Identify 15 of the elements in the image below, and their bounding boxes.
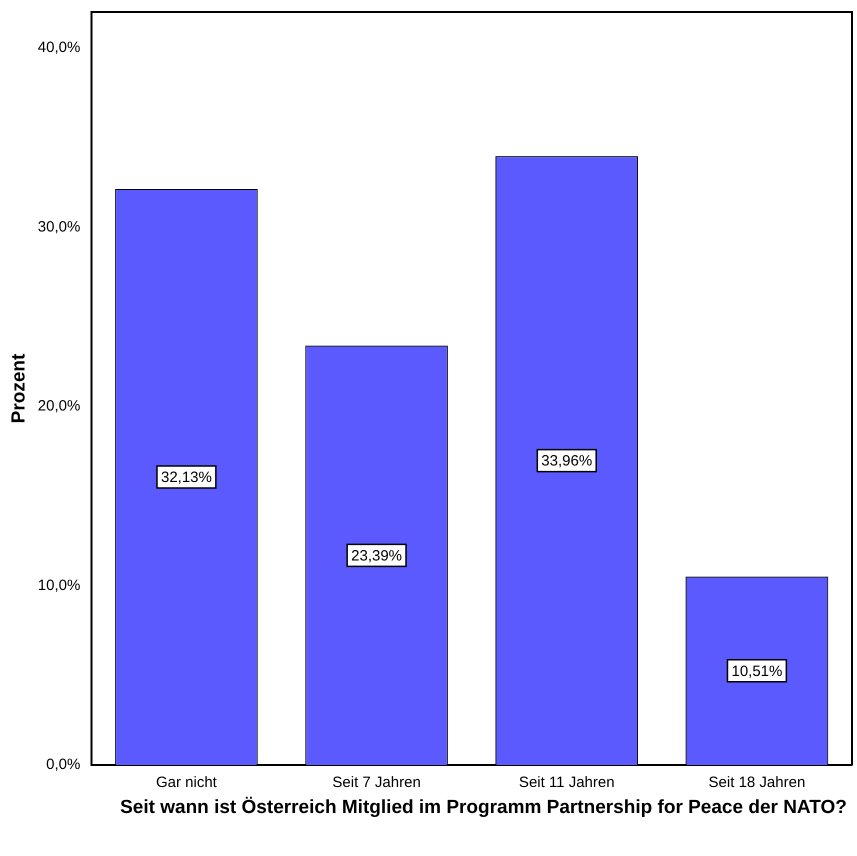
y-tick-label: 40,0% <box>38 39 80 56</box>
x-tick-label: Seit 18 Jahren <box>708 774 806 792</box>
x-axis-title: Seit wann ist Österreich Mitglied im Programm Partnership for Peace der NATO? <box>119 796 848 820</box>
data-label: 10,51% <box>731 662 782 680</box>
y-tick-label: 0,0% <box>46 756 80 774</box>
data-label: 33,96% <box>541 452 592 470</box>
x-tick-label: Seit 11 Jahren <box>518 774 615 792</box>
y-tick-label: 20,0% <box>38 398 80 415</box>
data-label: 23,39% <box>351 547 402 564</box>
x-tick-label: Gar nicht <box>156 774 218 792</box>
y-axis-title: Prozent <box>8 353 30 424</box>
data-label: 32,13% <box>160 469 212 486</box>
x-tick-label: Seit 7 Jahren <box>332 774 421 792</box>
y-tick-label: 30,0% <box>38 218 80 236</box>
y-tick-label: 10,0% <box>38 576 80 594</box>
